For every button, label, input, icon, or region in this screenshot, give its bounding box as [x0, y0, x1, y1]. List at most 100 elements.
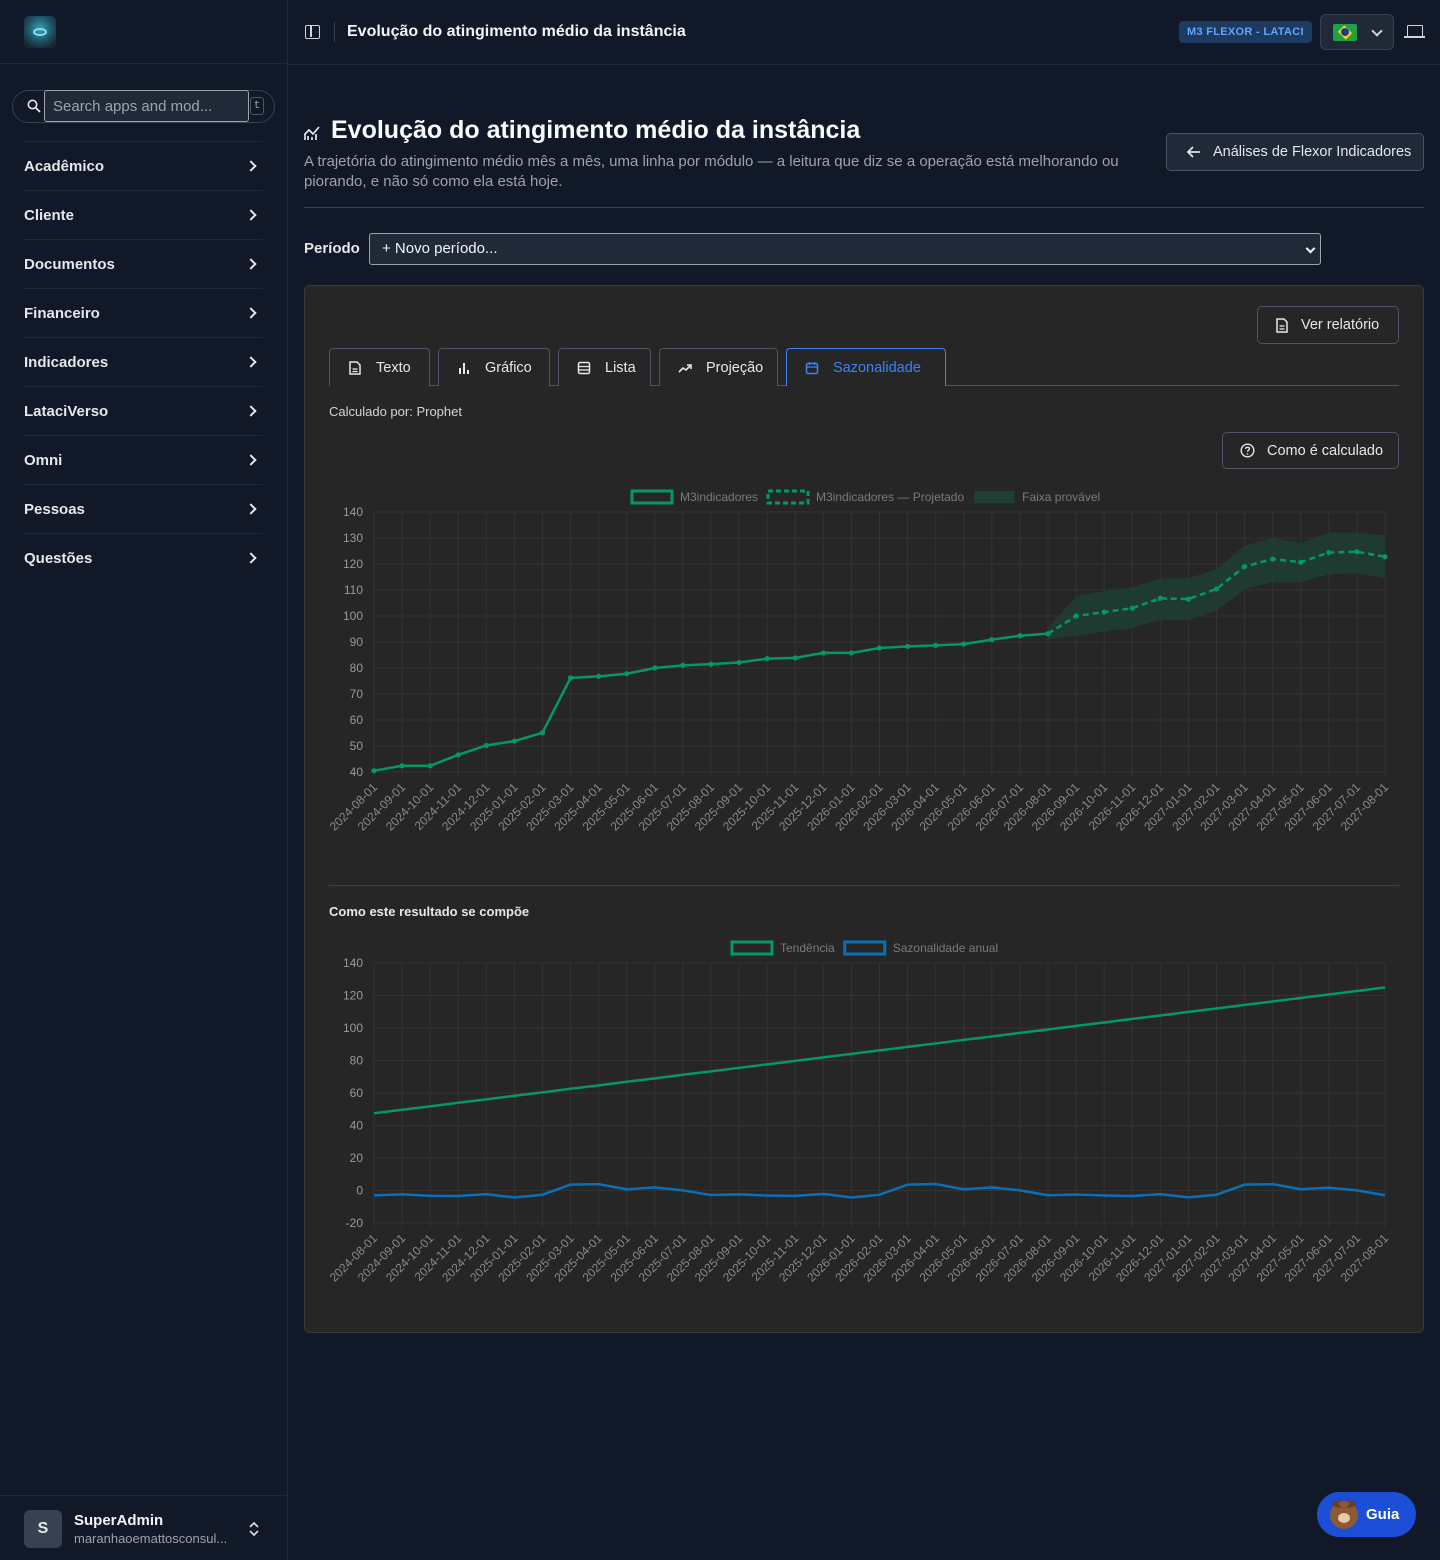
- sidebar-item-academico[interactable]: Acadêmico: [24, 141, 263, 190]
- chevron-right-icon: [245, 209, 257, 221]
- tab-sazonalidade[interactable]: Sazonalidade: [786, 348, 946, 386]
- y-tick-label: 70: [350, 687, 364, 701]
- sidebar-item-label: LataciVerso: [24, 402, 109, 420]
- sidebar-item-documentos[interactable]: Documentos: [24, 239, 263, 288]
- y-tick-label: 120: [343, 557, 363, 571]
- data-point: [989, 637, 995, 643]
- tab-lista[interactable]: Lista: [558, 348, 651, 386]
- page-description: A trajetória do atingimento médio mês a …: [304, 153, 1119, 190]
- user-menu[interactable]: S SuperAdmin maranhaoemattosconsul...: [0, 1495, 288, 1560]
- sidebar-item-omni[interactable]: Omni: [24, 435, 263, 484]
- chevrons-up-down-icon[interactable]: [248, 1520, 260, 1538]
- legend-swatch: [843, 940, 887, 956]
- view-report-button[interactable]: Ver relatório: [1257, 306, 1399, 344]
- sidebar-item-cliente[interactable]: Cliente: [24, 190, 263, 239]
- line-chart-icon: [304, 125, 320, 140]
- search-shortcut-key: t: [250, 97, 264, 115]
- legend-swatch: [730, 940, 774, 956]
- y-tick-label: 60: [350, 713, 364, 727]
- data-point: [1298, 559, 1304, 565]
- data-point: [848, 650, 855, 656]
- sidebar-item-indicadores[interactable]: Indicadores: [24, 337, 263, 386]
- search-input[interactable]: [44, 90, 249, 122]
- header-divider: [304, 207, 1424, 208]
- period-select[interactable]: + Novo período...: [369, 233, 1321, 265]
- y-tick-label: 90: [350, 635, 364, 649]
- sidebar-item-label: Financeiro: [24, 304, 100, 322]
- data-point: [708, 661, 714, 667]
- legend-swatch: [974, 491, 1015, 503]
- data-point: [736, 659, 742, 666]
- tab-grafico[interactable]: Gráfico: [438, 348, 550, 386]
- data-point: [624, 671, 630, 677]
- search-icon: [27, 99, 41, 113]
- help-circle-icon: [1240, 443, 1255, 458]
- guide-button[interactable]: Guia: [1317, 1492, 1416, 1537]
- data-point: [904, 643, 911, 650]
- series-line: [373, 986, 1386, 1115]
- y-tick-label: 140: [343, 956, 363, 970]
- sidebar-item-financeiro[interactable]: Financeiro: [24, 288, 263, 337]
- data-point: [876, 645, 883, 651]
- data-point: [1129, 605, 1135, 611]
- analysis-card: Ver relatório Texto Gráfico Lista Projeç…: [304, 285, 1424, 1333]
- trend-up-icon: [678, 363, 692, 373]
- tab-projecao[interactable]: Projeção: [659, 348, 778, 386]
- sidebar-item-label: Cliente: [24, 206, 75, 224]
- sidebar-item-questoes[interactable]: Questões: [24, 533, 263, 582]
- data-point: [820, 650, 826, 656]
- data-point: [427, 763, 433, 769]
- chevron-right-icon: [245, 258, 257, 270]
- y-tick-label: 140: [343, 505, 363, 519]
- guide-label: Guia: [1366, 1506, 1400, 1523]
- composition-chart: -200204060801001201402024-08-012024-09-0…: [329, 940, 1391, 1285]
- topbar-separator: [334, 22, 335, 42]
- data-point: [961, 641, 967, 647]
- sidebar-item-label: Acadêmico: [24, 157, 105, 175]
- back-button-label: Análises de Flexor Indicadores: [1213, 144, 1412, 160]
- series-line: [373, 1182, 1386, 1199]
- view-tabs: Texto Gráfico Lista Projeção Sazonalidad…: [329, 348, 1399, 386]
- app-logo[interactable]: [24, 15, 56, 48]
- data-point: [1101, 609, 1107, 615]
- topbar: Evolução do atingimento médio da instânc…: [288, 0, 1440, 65]
- section-divider: [329, 885, 1399, 886]
- sidebar-item-label: Documentos: [24, 255, 115, 273]
- y-tick-label: 40: [350, 765, 364, 779]
- data-point: [455, 752, 461, 758]
- user-email: maranhaoemattosconsul...: [74, 1531, 228, 1546]
- sidebar-item-lataciverso[interactable]: LataciVerso: [24, 386, 263, 435]
- legend-label: Sazonalidade anual: [893, 941, 998, 955]
- tab-label: Projeção: [706, 359, 764, 376]
- bar-chart-icon: [459, 362, 469, 374]
- legend-swatch: [630, 489, 674, 505]
- data-point: [399, 763, 405, 769]
- document-icon: [1276, 317, 1288, 333]
- instance-badge: M3 FLEXOR - LATACI: [1179, 21, 1312, 43]
- data-point: [511, 738, 518, 744]
- y-tick-label: 100: [343, 609, 363, 623]
- bear-mascot-icon: [1330, 1499, 1358, 1529]
- tab-label: Sazonalidade: [833, 359, 921, 376]
- sidebar-toggle-icon[interactable]: [305, 25, 320, 39]
- y-tick-label: 0: [356, 1184, 363, 1198]
- y-tick-label: -20: [346, 1216, 364, 1230]
- data-point: [1017, 633, 1023, 639]
- data-point: [596, 673, 602, 679]
- composition-title: Como este resultado se compõe: [329, 904, 530, 919]
- how-calculated-button[interactable]: Como é calculado: [1222, 432, 1399, 469]
- tab-label: Lista: [605, 359, 636, 376]
- tab-texto[interactable]: Texto: [329, 348, 430, 386]
- display-mode-icon[interactable]: [1404, 25, 1425, 38]
- y-tick-label: 20: [350, 1151, 364, 1165]
- calendar-icon: [805, 361, 819, 374]
- sidebar-item-label: Questões: [24, 549, 93, 567]
- view-report-label: Ver relatório: [1301, 317, 1380, 333]
- sidebar-nav: Acadêmico Cliente Documentos Financeiro …: [24, 141, 263, 582]
- language-select[interactable]: [1320, 14, 1394, 50]
- back-to-analyses-button[interactable]: Análises de Flexor Indicadores: [1166, 133, 1424, 171]
- sidebar-item-label: Indicadores: [24, 353, 109, 371]
- tab-label: Texto: [376, 359, 411, 376]
- sidebar-item-pessoas[interactable]: Pessoas: [24, 484, 263, 533]
- period-select-value: + Novo período...: [382, 240, 498, 257]
